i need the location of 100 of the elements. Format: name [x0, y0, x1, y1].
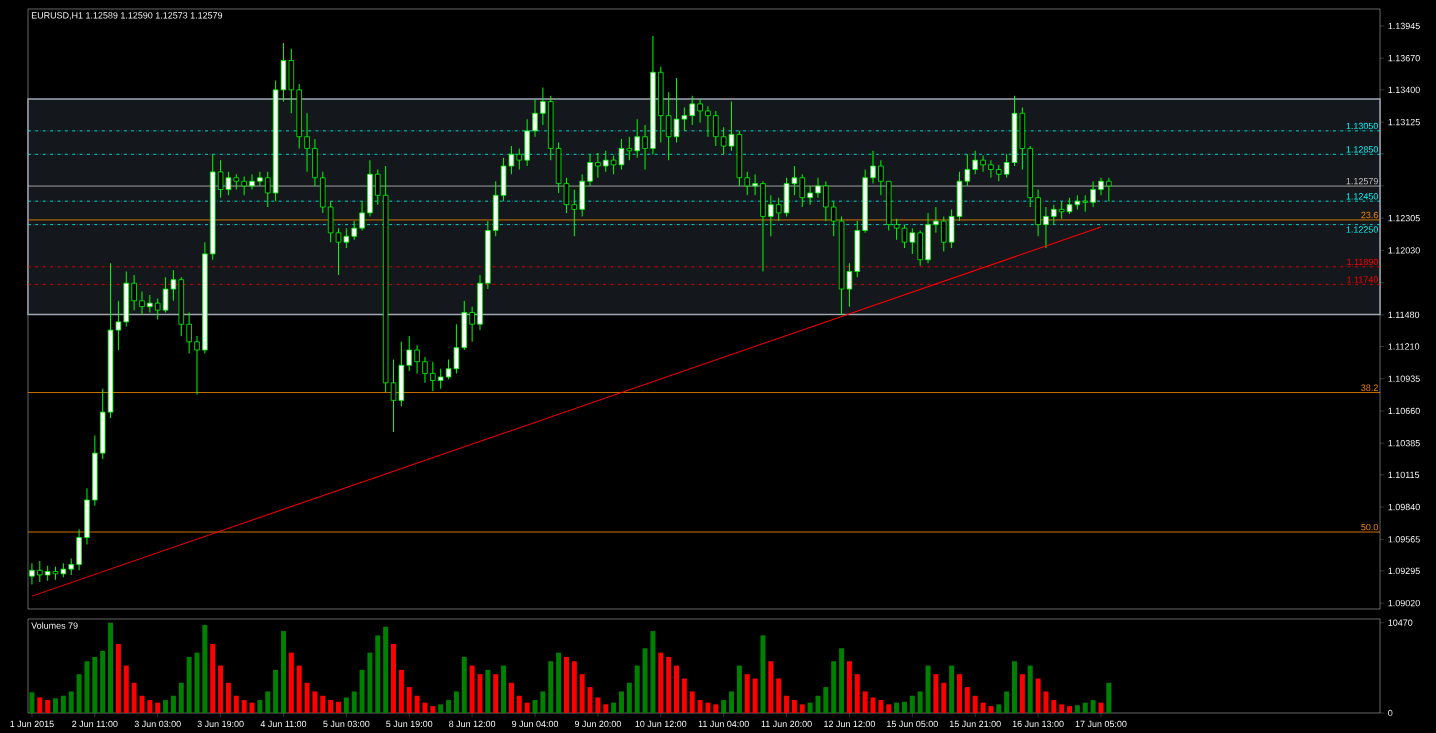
annotation: 50.0 — [1361, 523, 1378, 531]
candlestick — [941, 215, 947, 253]
bar — [430, 706, 436, 713]
ref-line-label: 1.12450 — [1346, 193, 1378, 200]
bar — [972, 695, 978, 713]
bar — [548, 661, 554, 713]
bar — [438, 704, 444, 713]
x-tick-label: 4 Jun 11:00 — [260, 720, 307, 728]
bar — [658, 652, 664, 713]
bar — [563, 656, 569, 713]
bar — [68, 691, 74, 713]
bar — [304, 682, 310, 713]
bar — [1004, 691, 1010, 713]
candlestick — [1082, 194, 1089, 213]
candlestick — [359, 200, 365, 231]
x-tick-label: 3 Jun 19:00 — [197, 720, 244, 728]
candlestick — [131, 274, 137, 311]
candlestick — [257, 171, 263, 187]
bar — [516, 695, 522, 713]
bar — [823, 687, 829, 713]
bar — [1027, 665, 1033, 713]
bar — [280, 631, 286, 713]
bar — [634, 665, 640, 713]
candlestick — [430, 361, 436, 392]
candlestick — [689, 95, 695, 126]
bar — [391, 644, 397, 713]
x-tick-label: 8 Jun 12:00 — [449, 720, 496, 728]
bar — [383, 626, 389, 713]
bar — [45, 700, 51, 713]
candlestick — [815, 177, 821, 199]
candlestick — [587, 153, 593, 187]
candlestick — [414, 344, 420, 374]
y-tick-label: 1.13400 — [1388, 86, 1420, 94]
candlestick — [988, 159, 994, 179]
bar — [571, 661, 577, 713]
bar — [870, 697, 876, 713]
candlestick — [626, 136, 633, 161]
x-tick-label: 1 Jun 2015 — [10, 720, 54, 728]
candlestick — [720, 126, 727, 155]
bar — [556, 652, 562, 713]
candlestick — [154, 297, 161, 321]
bar — [477, 674, 483, 713]
bar — [784, 695, 790, 713]
ref-line-label: 1.13050 — [1346, 122, 1378, 130]
y-tick-label: 1.12305 — [1388, 214, 1420, 222]
bar — [53, 698, 59, 713]
bar — [296, 665, 302, 713]
bar — [666, 656, 672, 713]
candlestick — [516, 147, 523, 171]
bar — [846, 661, 852, 713]
candlestick — [830, 200, 837, 237]
x-tick-label: 3 Jun 03:00 — [134, 720, 181, 728]
bar — [60, 695, 66, 713]
candlestick — [304, 112, 310, 173]
candlestick — [768, 194, 774, 237]
bar — [721, 700, 727, 713]
bar — [115, 644, 121, 713]
bar — [587, 687, 593, 713]
bar — [807, 702, 813, 713]
candlestick — [807, 185, 813, 206]
candlestick — [1051, 204, 1057, 226]
bar — [76, 674, 82, 713]
bar — [941, 682, 947, 713]
chart-title: EURUSD,H1 1.12589 1.12590 1.12573 1.12579 — [31, 12, 223, 20]
candlestick — [752, 173, 758, 196]
bar — [375, 635, 381, 713]
x-tick-label: 9 Jun 20:00 — [574, 720, 621, 728]
bar — [799, 704, 805, 713]
candlestick — [37, 560, 43, 583]
bar — [1090, 700, 1096, 713]
bar — [862, 691, 868, 713]
y-tick-label: 1.13125 — [1388, 118, 1420, 126]
y-tick-label: 1.10385 — [1388, 439, 1420, 447]
y-tick-label: 1.11480 — [1388, 311, 1420, 319]
bar — [760, 635, 766, 713]
bar — [650, 631, 656, 713]
y-tick-label: 1.10115 — [1388, 471, 1420, 478]
bar — [453, 691, 459, 713]
bar — [147, 700, 153, 713]
annotation: 38.2 — [1361, 384, 1378, 391]
bar — [178, 682, 184, 713]
candlestick — [532, 98, 538, 138]
bar — [901, 701, 907, 713]
x-tick-label: 9 Jun 04:00 — [512, 720, 559, 728]
bar — [320, 695, 326, 713]
bar — [218, 665, 224, 713]
ref-line-label: 1.11890 — [1347, 258, 1378, 266]
y-tick-label: 1.13945 — [1388, 22, 1420, 30]
bar — [367, 652, 373, 713]
candlestick — [249, 173, 255, 190]
candlestick — [406, 335, 412, 372]
x-tick-label: 2 Jun 11:00 — [72, 720, 118, 728]
candlestick — [603, 150, 609, 173]
bar — [1082, 702, 1088, 713]
candlestick — [634, 118, 640, 159]
y-tick-label: 1.10935 — [1388, 375, 1420, 382]
annotation: 23.6 — [1361, 211, 1378, 219]
bar — [674, 665, 679, 713]
bar — [1012, 661, 1018, 713]
bar — [461, 656, 467, 713]
